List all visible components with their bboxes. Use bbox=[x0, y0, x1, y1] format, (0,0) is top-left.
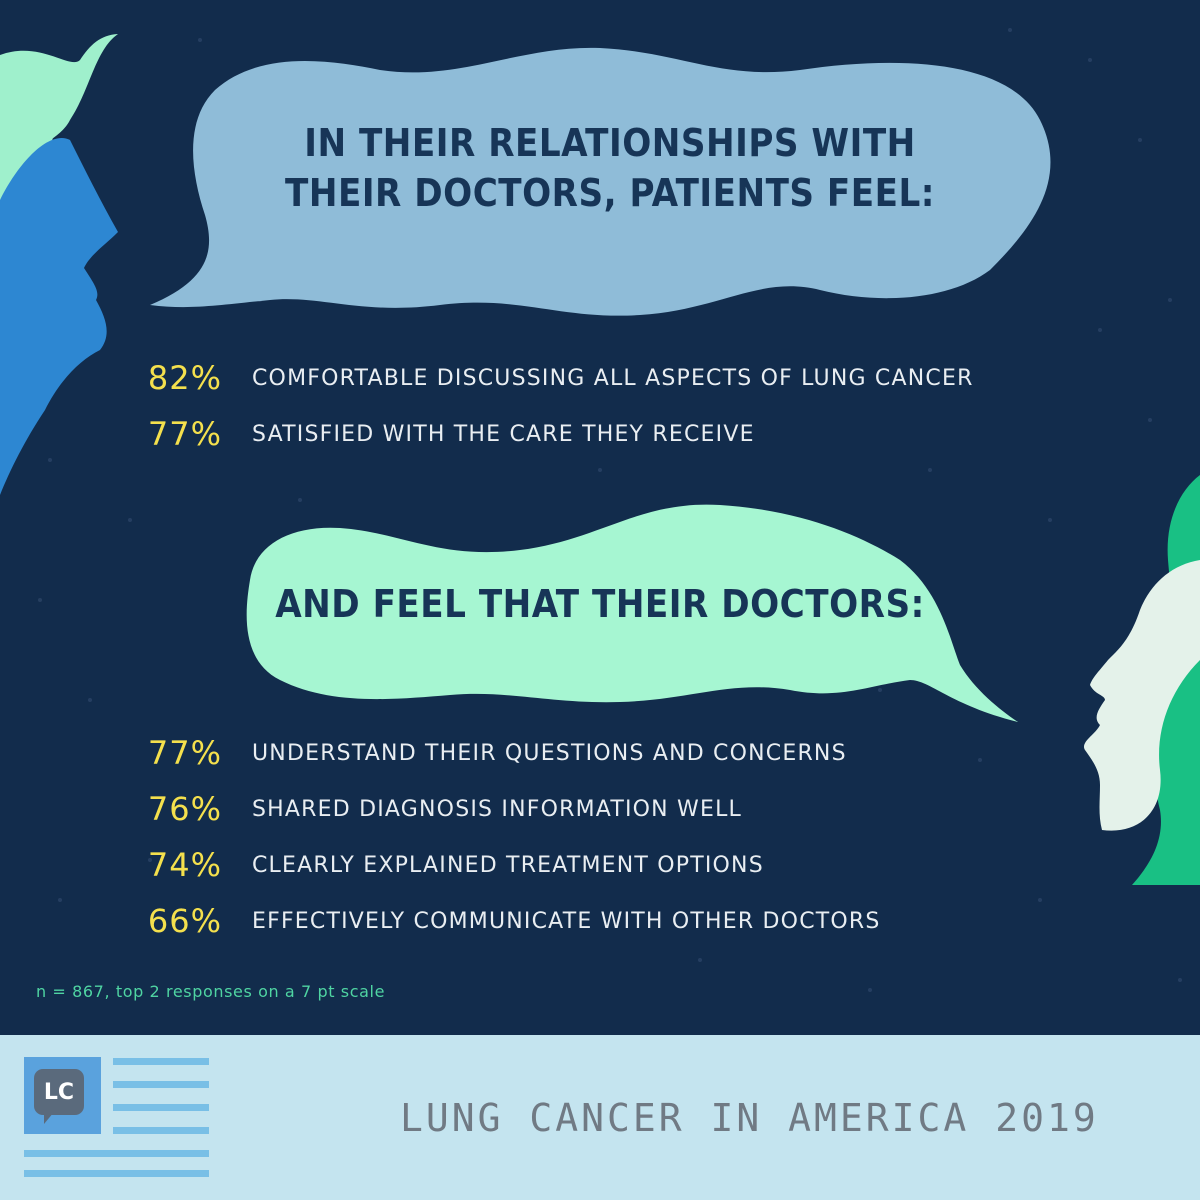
speckle-pattern bbox=[38, 28, 1182, 992]
stat-label: SATISFIED WITH THE CARE THEY RECEIVE bbox=[252, 421, 755, 447]
logo-chat-icon: LC bbox=[34, 1069, 84, 1115]
main-panel: IN THEIR RELATIONSHIPS WITH THEIR DOCTOR… bbox=[0, 28, 1200, 1001]
logo-line bbox=[113, 1081, 209, 1088]
stat-percent: 74% bbox=[147, 846, 222, 884]
stat-row: 82% COMFORTABLE DISCUSSING ALL ASPECTS O… bbox=[0, 358, 974, 398]
stat-row: 76% SHARED DIAGNOSIS INFORMATION WELL bbox=[0, 789, 742, 829]
logo-line bbox=[113, 1058, 209, 1065]
top-speech-bubble bbox=[150, 47, 1051, 316]
stat-percent: 77% bbox=[147, 415, 222, 453]
logo-line bbox=[113, 1104, 209, 1111]
stat-label: UNDERSTAND THEIR QUESTIONS AND CONCERNS bbox=[252, 740, 847, 766]
stat-row: 77% SATISFIED WITH THE CARE THEY RECEIVE bbox=[0, 414, 755, 454]
logo-chat-tail bbox=[44, 1112, 54, 1124]
stat-percent: 66% bbox=[147, 902, 222, 940]
bottom-bubble-line-1: AND FEEL THAT THEIR DOCTORS: bbox=[275, 582, 925, 626]
footnote: n = 867, top 2 responses on a 7 pt scale bbox=[36, 982, 386, 1001]
top-bubble-line-2: THEIR DOCTORS, PATIENTS FEEL: bbox=[285, 171, 935, 215]
bottom-speech-bubble bbox=[246, 504, 1019, 722]
background-art bbox=[0, 28, 1200, 992]
stat-label: EFFECTIVELY COMMUNICATE WITH OTHER DOCTO… bbox=[252, 908, 881, 934]
right-face-profile bbox=[1083, 560, 1200, 831]
stat-label: SHARED DIAGNOSIS INFORMATION WELL bbox=[252, 796, 742, 822]
logo-line bbox=[24, 1150, 209, 1157]
logo-line bbox=[113, 1127, 209, 1134]
left-face-profile bbox=[0, 138, 118, 496]
logo-line bbox=[24, 1170, 209, 1177]
stat-row: 74% CLEARLY EXPLAINED TREATMENT OPTIONS bbox=[0, 845, 764, 885]
stat-row: 66% EFFECTIVELY COMMUNICATE WITH OTHER D… bbox=[0, 901, 881, 941]
stat-label: CLEARLY EXPLAINED TREATMENT OPTIONS bbox=[252, 852, 764, 878]
stat-percent: 77% bbox=[147, 734, 222, 772]
stat-percent: 82% bbox=[147, 359, 222, 397]
footer-title: LUNG CANCER IN AMERICA 2019 bbox=[400, 1096, 1099, 1140]
stat-percent: 76% bbox=[147, 790, 222, 828]
stat-row: 77% UNDERSTAND THEIR QUESTIONS AND CONCE… bbox=[0, 733, 847, 773]
bottom-bubble-heading: AND FEEL THAT THEIR DOCTORS: bbox=[250, 580, 950, 628]
stat-label: COMFORTABLE DISCUSSING ALL ASPECTS OF LU… bbox=[252, 365, 974, 391]
top-bubble-line-1: IN THEIR RELATIONSHIPS WITH bbox=[304, 121, 916, 165]
logo-text: LC bbox=[43, 1079, 75, 1105]
top-bubble-heading: IN THEIR RELATIONSHIPS WITH THEIR DOCTOR… bbox=[260, 118, 960, 218]
